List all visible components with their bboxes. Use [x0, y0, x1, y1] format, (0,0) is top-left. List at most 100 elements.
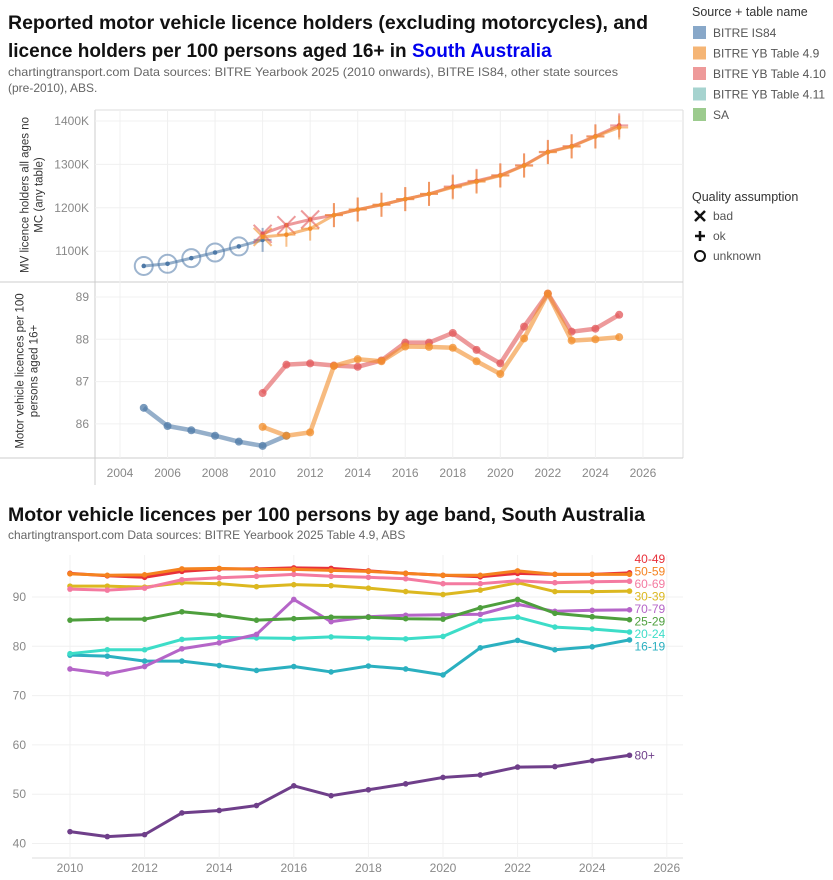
marker-unknown [205, 242, 226, 263]
series-label: 60-69 [635, 577, 666, 591]
data-point [141, 585, 148, 591]
data-point [216, 640, 222, 646]
data-point [282, 360, 291, 369]
x-tick-label: 2024 [579, 861, 606, 875]
data-point [514, 601, 521, 608]
data-point [567, 336, 576, 345]
data-point [216, 807, 222, 814]
data-point [477, 617, 484, 624]
x-tick-label: 2018 [355, 861, 382, 875]
data-point [402, 636, 409, 642]
data-point [284, 232, 289, 238]
plus-icon [695, 231, 705, 241]
data-point [253, 573, 260, 580]
data-point [440, 616, 446, 622]
data-point [626, 616, 633, 623]
data-point [401, 342, 410, 351]
x-tick-label: 2006 [154, 466, 181, 480]
data-point [216, 612, 222, 619]
data-point [329, 361, 338, 370]
data-point [514, 637, 521, 644]
y-axis-title: Motor vehicle licences per 100 persons ag… [15, 293, 41, 448]
data-point [258, 422, 267, 431]
y-tick-label: 80 [13, 639, 27, 653]
data-point [328, 582, 334, 589]
data-point [402, 575, 409, 582]
data-point [104, 833, 111, 840]
data-point [291, 571, 297, 578]
legend-item-label: BITRE IS84 [713, 26, 777, 40]
data-point [104, 572, 111, 579]
data-point [402, 588, 409, 595]
series-label: 30-39 [635, 589, 666, 603]
data-point [626, 637, 633, 643]
data-point [328, 618, 334, 625]
data-point [179, 636, 185, 643]
data-point [179, 566, 185, 572]
data-point [67, 666, 73, 672]
data-point [365, 786, 372, 793]
data-point [291, 596, 297, 603]
data-point [365, 663, 372, 669]
data-point [477, 580, 484, 587]
data-point [216, 580, 222, 587]
data-point [104, 653, 111, 659]
data-point [552, 571, 558, 578]
data-point [552, 579, 558, 586]
data-point [626, 629, 633, 635]
chart-age-bands: 2010 2012 2014 2016 2018 2020 2022 2024 2026 40 50… [13, 552, 683, 875]
data-point [253, 667, 260, 674]
data-point [440, 633, 446, 640]
data-point [616, 125, 622, 130]
data-point [253, 566, 260, 573]
data-point [593, 134, 598, 139]
data-point [306, 428, 315, 437]
data-point [258, 389, 267, 398]
data-point [253, 631, 260, 638]
x-tick-label: 2018 [439, 466, 466, 480]
data-point [440, 572, 446, 579]
data-point [365, 568, 372, 575]
data-point [477, 572, 484, 579]
data-point [260, 234, 265, 240]
data-point [589, 578, 595, 585]
legend-item-label: SA [713, 108, 729, 122]
y-tick-label: 86 [76, 417, 90, 431]
data-point [328, 614, 334, 621]
data-point [328, 634, 334, 640]
series-line [260, 291, 621, 395]
data-point [440, 591, 446, 598]
series-line [262, 123, 620, 236]
data-point [216, 634, 222, 641]
series-line [262, 126, 620, 239]
data-point [104, 646, 111, 653]
y-tick-label: 90 [13, 590, 27, 604]
data-point [187, 426, 196, 435]
data-point [253, 802, 260, 809]
marker-unknown [181, 248, 202, 269]
marker-unknown [228, 236, 249, 257]
series-label: 40-49 [635, 552, 666, 566]
data-point [552, 624, 558, 630]
data-point [626, 571, 633, 578]
series-line-25-29 [69, 597, 630, 622]
y-tick-label: 1400K [54, 114, 89, 128]
x-tick-label: 2008 [202, 466, 229, 480]
chart-licence-holders: 2004 2006 2008 2010 2012 2014 2016 2018 2020 2022… [0, 109, 684, 485]
data-point [589, 571, 595, 578]
data-point [440, 672, 446, 678]
series-line [261, 291, 620, 438]
x-tick-label: 2026 [653, 861, 680, 875]
series-label: 25-29 [635, 614, 666, 628]
x-tick-label: 2022 [504, 861, 531, 875]
data-point [141, 663, 148, 670]
series-label: 16-19 [635, 639, 666, 653]
y-tick-label: 1200K [54, 201, 89, 215]
data-point [448, 343, 457, 352]
series-label: 80+ [635, 748, 655, 762]
data-point [216, 574, 222, 581]
x-tick-label: 2004 [107, 466, 134, 480]
legend-item-label: BITRE YB Table 4.10 [713, 67, 826, 81]
data-point [282, 431, 291, 440]
legend-source-title: Source + table name [692, 5, 808, 19]
